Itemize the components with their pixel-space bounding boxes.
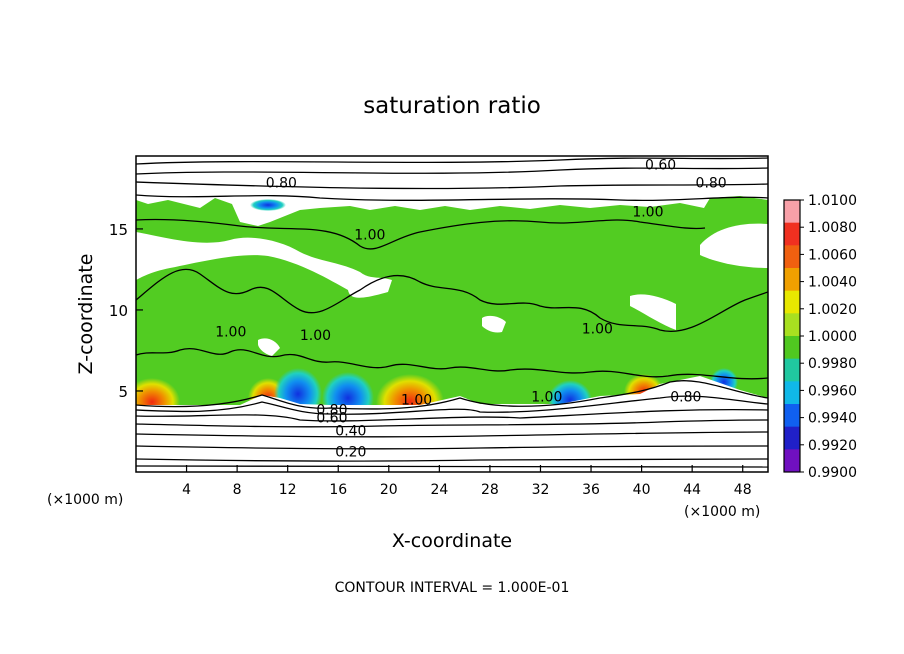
x-tick-label: 48 [734, 482, 752, 498]
colorbar-tick-label: 0.9900 [808, 465, 857, 481]
y-tick-label: 10 [109, 302, 128, 320]
x-tick-label: 28 [481, 482, 499, 498]
contour-label: 1.00 [354, 227, 385, 243]
x-tick-label: 40 [633, 482, 651, 498]
contour-label: 0.80 [316, 402, 347, 418]
moist-layer-fill [136, 196, 768, 405]
contour-label: 0.40 [335, 423, 366, 439]
colorbar-tick-label: 0.9980 [808, 356, 857, 372]
contour-interval-note: CONTOUR INTERVAL = 1.000E-01 [335, 580, 570, 596]
colorbar-band [784, 358, 800, 382]
contour-label: 1.00 [632, 205, 663, 221]
x-tick-label: 8 [233, 482, 242, 498]
colorbar-tick-label: 1.0060 [808, 247, 857, 263]
colorbar-band [784, 381, 800, 405]
contour-label: 0.60 [645, 158, 676, 174]
colorbar-band [784, 313, 800, 337]
colorbar-band [784, 245, 800, 269]
colorbar-tick-label: 1.0100 [808, 193, 857, 209]
colorbar-tick-label: 0.9940 [808, 411, 857, 427]
contour-label: 0.20 [335, 445, 366, 461]
colorbar-tick-label: 1.0020 [808, 302, 857, 318]
contour-label: 0.80 [266, 176, 297, 192]
contour-label: 1.00 [215, 325, 246, 341]
colorbar-band [784, 222, 800, 246]
colorbar-band [784, 404, 800, 428]
colorbar-tick-label: 1.0040 [808, 275, 857, 291]
colorbar: 1.0100 1.0080 1.0060 1.0040 1.0020 1.0000 0.99… [783, 193, 857, 481]
plot-area: 0.600.80 0.801.001.001.001.00 1.001.00 1.00… [136, 156, 768, 472]
x-tick-label: 32 [532, 482, 550, 498]
dry-patches [136, 223, 768, 356]
contour-label: 1.00 [300, 328, 331, 344]
contour-label: 0.80 [696, 176, 727, 192]
x-tick-label: 16 [329, 482, 347, 498]
colorbar-band [784, 426, 800, 450]
x-tick-label: 36 [582, 482, 600, 498]
colorbar-tick-label: 1.0000 [808, 329, 857, 345]
colorbar-band [784, 268, 800, 292]
colorbar-tick-label: 1.0080 [808, 220, 857, 236]
chart-title: saturation ratio [363, 93, 541, 119]
colorbar-tick-label: 0.9960 [808, 383, 857, 399]
contour-label: 1.00 [531, 389, 562, 405]
contour-label: 1.00 [582, 321, 613, 337]
x-unit-right: (×1000 m) [684, 504, 760, 520]
y-axis: 5 10 15 [109, 221, 143, 401]
x-unit-left: (×1000 m) [47, 492, 123, 508]
y-tick-label: 5 [118, 383, 128, 401]
contour-lines [136, 157, 768, 469]
contour-labels: 0.600.80 0.801.001.001.001.00 1.001.00 1.00… [215, 158, 727, 461]
colorbar-band [784, 336, 800, 360]
plot-frame [135, 155, 769, 473]
y-axis-label: Z-coordinate [75, 254, 97, 375]
colorbar-tick-label: 0.9920 [808, 438, 857, 454]
x-tick-label: 24 [430, 482, 448, 498]
colorbar-band [784, 449, 800, 473]
contour-label: 1.00 [401, 393, 432, 409]
x-tick-label: 12 [279, 482, 297, 498]
x-tick-label: 20 [380, 482, 398, 498]
contour-label: 0.80 [670, 389, 701, 405]
x-axis: 4 8 12 16 20 24 28 32 36 40 44 48 [182, 465, 752, 498]
x-tick-label: 4 [182, 482, 191, 498]
colorbar-band [784, 200, 800, 224]
x-tick-label: 44 [683, 482, 701, 498]
contour-label: 0.60 [316, 411, 347, 427]
x-axis-label: X-coordinate [392, 530, 512, 552]
y-tick-label: 15 [109, 221, 128, 239]
colorbar-band [784, 290, 800, 314]
